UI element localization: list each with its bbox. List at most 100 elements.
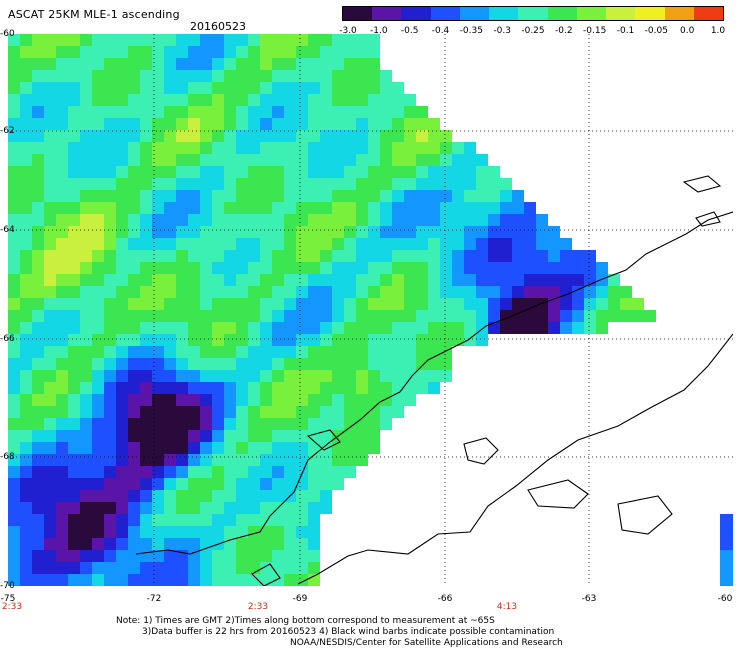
wind-cell — [164, 82, 176, 94]
wind-cell — [308, 250, 320, 262]
longitude-label: -69 — [292, 594, 308, 604]
wind-cell — [272, 574, 284, 586]
wind-cell — [8, 418, 20, 430]
wind-cell — [284, 262, 296, 274]
wind-cell — [260, 274, 272, 286]
wind-cell — [104, 106, 116, 118]
color-scale-tick: -0.3 — [493, 26, 511, 36]
wind-cell — [80, 454, 92, 466]
wind-cell — [212, 142, 224, 154]
wind-cell — [260, 118, 272, 130]
wind-cell — [164, 142, 176, 154]
wind-cell — [116, 370, 128, 382]
wind-cell — [8, 502, 20, 514]
color-swatch — [489, 7, 519, 20]
wind-cell — [152, 226, 164, 238]
wind-cell — [188, 334, 200, 346]
wind-cell — [356, 238, 368, 250]
wind-cell — [176, 442, 188, 454]
wind-cell — [44, 118, 56, 130]
wind-cell — [272, 526, 284, 538]
wind-cell — [392, 238, 404, 250]
antarctic-peninsula-coast — [135, 211, 733, 555]
wind-cell — [236, 94, 248, 106]
wind-cell — [224, 142, 236, 154]
wind-cell — [356, 442, 368, 454]
wind-cell — [212, 502, 224, 514]
wind-cell — [380, 286, 392, 298]
wind-cell — [56, 430, 68, 442]
wind-cell — [32, 538, 44, 550]
wind-cell — [308, 406, 320, 418]
wind-cell — [380, 94, 392, 106]
wind-cell — [296, 274, 308, 286]
wind-cell — [332, 418, 344, 430]
wind-cell — [68, 406, 80, 418]
wind-cell — [44, 442, 56, 454]
wind-cell — [212, 202, 224, 214]
wind-cell — [164, 526, 176, 538]
wind-cell — [332, 358, 344, 370]
wind-cell — [272, 94, 284, 106]
wind-cell — [440, 298, 452, 310]
wind-cell — [248, 466, 260, 478]
wind-cell — [344, 370, 356, 382]
wind-cell — [200, 514, 212, 526]
wind-cell — [344, 58, 356, 70]
wind-cell — [440, 370, 452, 382]
wind-cell — [296, 82, 308, 94]
wind-cell — [92, 358, 104, 370]
wind-cell — [308, 94, 320, 106]
wind-cell — [248, 526, 260, 538]
wind-cell — [188, 478, 200, 490]
wind-cell — [92, 310, 104, 322]
wind-cell — [392, 118, 404, 130]
wind-cell — [152, 358, 164, 370]
wind-cell — [356, 82, 368, 94]
wind-cell — [116, 430, 128, 442]
wind-cell — [116, 190, 128, 202]
wind-cell — [284, 370, 296, 382]
wind-cell — [32, 262, 44, 274]
wind-cell — [92, 82, 104, 94]
wind-cell — [212, 82, 224, 94]
wind-cell — [320, 94, 332, 106]
wind-cell — [104, 286, 116, 298]
wind-cell — [32, 166, 44, 178]
wind-cell — [176, 58, 188, 70]
wind-cell — [212, 562, 224, 574]
wind-cell — [8, 574, 20, 586]
wind-cell — [80, 478, 92, 490]
wind-cell — [20, 370, 32, 382]
wind-cell — [8, 82, 20, 94]
wind-cell — [32, 214, 44, 226]
wind-cell — [164, 166, 176, 178]
wind-cell — [44, 58, 56, 70]
wind-cell — [284, 238, 296, 250]
island-2 — [527, 479, 589, 509]
wind-cell — [128, 178, 140, 190]
wind-cell — [260, 142, 272, 154]
wind-cell — [380, 82, 392, 94]
wind-cell — [200, 82, 212, 94]
wind-cell — [584, 322, 596, 334]
wind-cell — [176, 118, 188, 130]
wind-cell — [116, 550, 128, 562]
wind-cell — [296, 46, 308, 58]
wind-cell — [68, 538, 80, 550]
wind-cell — [536, 310, 548, 322]
wind-cell — [380, 406, 392, 418]
wind-cell — [260, 94, 272, 106]
wind-cell — [356, 106, 368, 118]
wind-cell — [140, 94, 152, 106]
wind-cell — [164, 238, 176, 250]
wind-cell — [344, 466, 356, 478]
wind-cell — [356, 382, 368, 394]
wind-cell — [356, 118, 368, 130]
wind-cell — [356, 226, 368, 238]
wind-cell — [236, 550, 248, 562]
wind-cell — [128, 394, 140, 406]
wind-cell — [392, 286, 404, 298]
wind-cell — [464, 334, 476, 346]
wind-cell — [320, 502, 332, 514]
